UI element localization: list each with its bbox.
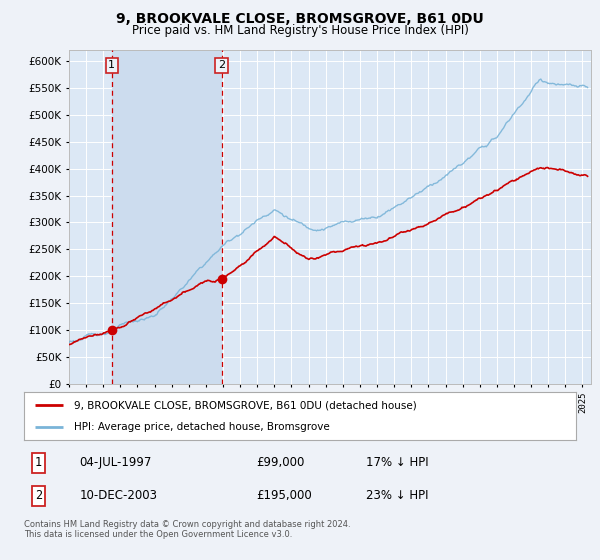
Text: £99,000: £99,000 [256, 456, 304, 469]
Text: 10-DEC-2003: 10-DEC-2003 [79, 489, 157, 502]
Text: 9, BROOKVALE CLOSE, BROMSGROVE, B61 0DU (detached house): 9, BROOKVALE CLOSE, BROMSGROVE, B61 0DU … [74, 400, 416, 410]
Text: Contains HM Land Registry data © Crown copyright and database right 2024.
This d: Contains HM Land Registry data © Crown c… [24, 520, 350, 539]
Text: 17% ↓ HPI: 17% ↓ HPI [366, 456, 429, 469]
Text: 1: 1 [108, 60, 115, 71]
Text: £195,000: £195,000 [256, 489, 311, 502]
Text: HPI: Average price, detached house, Bromsgrove: HPI: Average price, detached house, Brom… [74, 422, 329, 432]
Text: 9, BROOKVALE CLOSE, BROMSGROVE, B61 0DU: 9, BROOKVALE CLOSE, BROMSGROVE, B61 0DU [116, 12, 484, 26]
Text: 04-JUL-1997: 04-JUL-1997 [79, 456, 152, 469]
Text: Price paid vs. HM Land Registry's House Price Index (HPI): Price paid vs. HM Land Registry's House … [131, 24, 469, 36]
Bar [112, 50, 221, 384]
Text: 23% ↓ HPI: 23% ↓ HPI [366, 489, 429, 502]
Text: 2: 2 [218, 60, 225, 71]
Text: 1: 1 [35, 456, 42, 469]
Text: 2: 2 [35, 489, 42, 502]
